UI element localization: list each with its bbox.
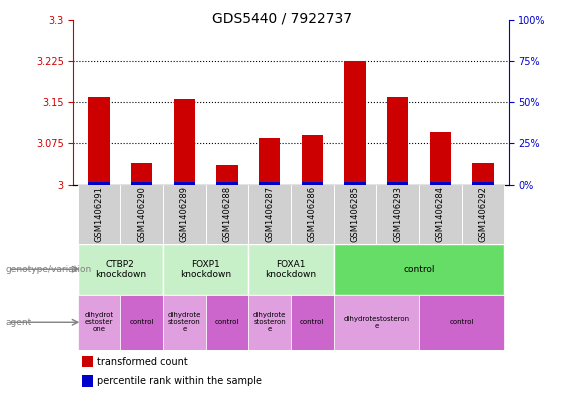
Bar bbox=[82, 375, 93, 387]
Text: control: control bbox=[129, 319, 154, 325]
Text: GSM1406288: GSM1406288 bbox=[223, 186, 232, 242]
FancyBboxPatch shape bbox=[163, 295, 206, 350]
Text: control: control bbox=[300, 319, 324, 325]
Text: dihydrot
estoster
one: dihydrot estoster one bbox=[85, 312, 114, 332]
Bar bbox=[88, 182, 110, 185]
FancyBboxPatch shape bbox=[333, 295, 419, 350]
Text: FOXA1
knockdown: FOXA1 knockdown bbox=[266, 259, 316, 279]
Text: dihydrote
stosteron
e: dihydrote stosteron e bbox=[253, 312, 286, 332]
FancyBboxPatch shape bbox=[249, 295, 291, 350]
Text: genotype/variation: genotype/variation bbox=[6, 265, 92, 274]
Text: transformed count: transformed count bbox=[97, 356, 188, 367]
FancyBboxPatch shape bbox=[163, 185, 206, 244]
FancyBboxPatch shape bbox=[78, 295, 120, 350]
Text: agent: agent bbox=[6, 318, 32, 327]
Bar bbox=[302, 135, 323, 185]
Bar bbox=[344, 182, 366, 185]
Text: control: control bbox=[449, 319, 474, 325]
Text: FOXP1
knockdown: FOXP1 knockdown bbox=[180, 259, 231, 279]
FancyBboxPatch shape bbox=[206, 295, 249, 350]
FancyBboxPatch shape bbox=[291, 295, 333, 350]
FancyBboxPatch shape bbox=[78, 244, 163, 295]
Bar bbox=[131, 163, 153, 185]
FancyBboxPatch shape bbox=[376, 185, 419, 244]
Text: CTBP2
knockdown: CTBP2 knockdown bbox=[95, 259, 146, 279]
FancyBboxPatch shape bbox=[291, 185, 333, 244]
FancyBboxPatch shape bbox=[206, 185, 249, 244]
Text: control: control bbox=[403, 265, 434, 274]
Bar bbox=[131, 182, 153, 185]
Text: GSM1406293: GSM1406293 bbox=[393, 186, 402, 242]
Text: GDS5440 / 7922737: GDS5440 / 7922737 bbox=[212, 12, 353, 26]
FancyBboxPatch shape bbox=[120, 295, 163, 350]
FancyBboxPatch shape bbox=[333, 185, 376, 244]
FancyBboxPatch shape bbox=[419, 185, 462, 244]
Text: GSM1406286: GSM1406286 bbox=[308, 186, 317, 242]
Text: control: control bbox=[215, 319, 239, 325]
Bar bbox=[387, 182, 408, 185]
Bar bbox=[259, 182, 280, 185]
Bar bbox=[302, 182, 323, 185]
Bar bbox=[173, 182, 195, 185]
Text: GSM1406291: GSM1406291 bbox=[94, 186, 103, 242]
Text: GSM1406284: GSM1406284 bbox=[436, 186, 445, 242]
FancyBboxPatch shape bbox=[78, 185, 120, 244]
Bar bbox=[216, 165, 238, 185]
Bar bbox=[472, 182, 494, 185]
FancyBboxPatch shape bbox=[249, 244, 333, 295]
FancyBboxPatch shape bbox=[120, 185, 163, 244]
Bar bbox=[344, 61, 366, 185]
FancyBboxPatch shape bbox=[462, 185, 504, 244]
Bar bbox=[429, 182, 451, 185]
Bar bbox=[472, 163, 494, 185]
Bar bbox=[387, 97, 408, 185]
FancyBboxPatch shape bbox=[333, 244, 504, 295]
Bar bbox=[88, 97, 110, 185]
Text: GSM1406287: GSM1406287 bbox=[265, 186, 274, 242]
FancyBboxPatch shape bbox=[249, 185, 291, 244]
Bar bbox=[259, 138, 280, 185]
Bar bbox=[216, 182, 238, 185]
Text: GSM1406285: GSM1406285 bbox=[350, 186, 359, 242]
FancyBboxPatch shape bbox=[419, 295, 504, 350]
Bar bbox=[82, 356, 93, 367]
Text: percentile rank within the sample: percentile rank within the sample bbox=[97, 376, 262, 386]
Text: GSM1406289: GSM1406289 bbox=[180, 186, 189, 242]
Bar bbox=[429, 132, 451, 185]
Text: GSM1406292: GSM1406292 bbox=[479, 186, 488, 242]
Bar bbox=[173, 99, 195, 185]
Text: GSM1406290: GSM1406290 bbox=[137, 186, 146, 242]
FancyBboxPatch shape bbox=[163, 244, 249, 295]
Text: dihydrote
stosteron
e: dihydrote stosteron e bbox=[168, 312, 201, 332]
Text: dihydrotestosteron
e: dihydrotestosteron e bbox=[343, 316, 409, 329]
